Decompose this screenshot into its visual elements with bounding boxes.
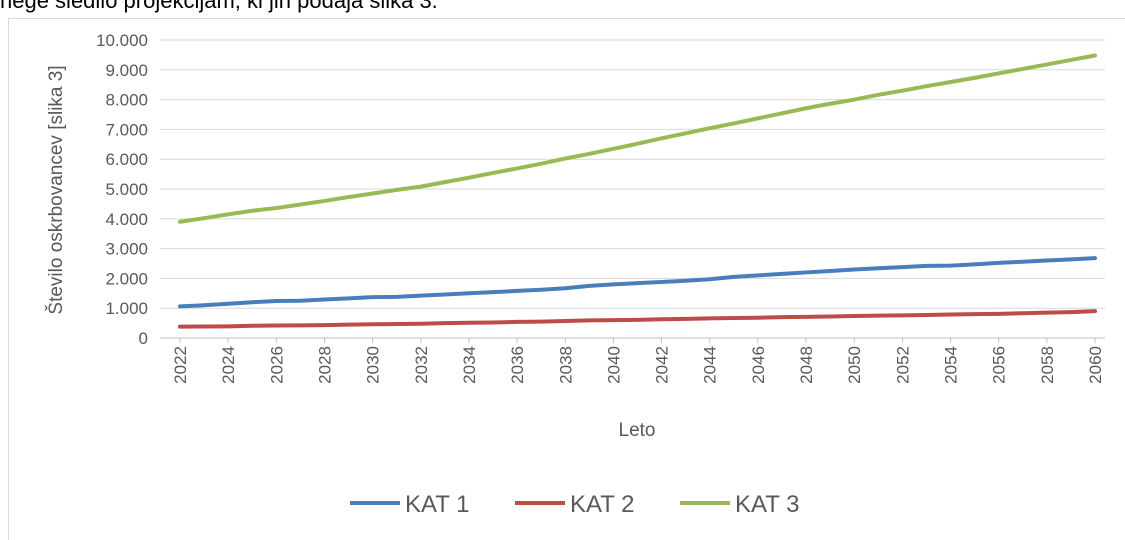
line-series bbox=[178, 256, 1097, 309]
y-tick-label: 2.000 bbox=[105, 269, 148, 288]
x-axis-label: Leto bbox=[619, 420, 656, 441]
chart-frame bbox=[8, 18, 1125, 540]
y-tick-label: 6.000 bbox=[105, 150, 148, 169]
x-tick-label: 2040 bbox=[604, 346, 623, 384]
y-tick-label: 0 bbox=[139, 329, 148, 348]
x-tick-label: 2060 bbox=[1086, 346, 1105, 384]
x-tick-label: 2046 bbox=[749, 346, 768, 384]
x-tick-label: 2034 bbox=[460, 346, 479, 384]
x-tick-label: 2028 bbox=[315, 346, 334, 384]
x-tick-label: 2042 bbox=[653, 346, 672, 384]
legend-label: KAT 3 bbox=[735, 491, 799, 518]
x-tick-label: 2032 bbox=[412, 346, 431, 384]
line-series bbox=[178, 53, 1097, 224]
y-tick-label: 5.000 bbox=[105, 180, 148, 199]
x-tick-label: 2026 bbox=[267, 346, 286, 384]
x-tick-label: 2058 bbox=[1038, 346, 1057, 384]
y-tick-label: 1.000 bbox=[105, 299, 148, 318]
x-tick-label: 2022 bbox=[171, 346, 190, 384]
legend-label: KAT 1 bbox=[405, 491, 469, 518]
x-tick-label: 2056 bbox=[990, 346, 1009, 384]
y-tick-label: 4.000 bbox=[105, 210, 148, 229]
y-tick-label: 7.000 bbox=[105, 120, 148, 139]
y-tick-label: 3.000 bbox=[105, 240, 148, 259]
x-tick-label: 2038 bbox=[556, 346, 575, 384]
x-tick-label: 2044 bbox=[701, 346, 720, 384]
y-tick-label: 9.000 bbox=[105, 61, 148, 80]
x-tick-label: 2030 bbox=[364, 346, 383, 384]
x-tick-label: 2048 bbox=[797, 346, 816, 384]
x-tick-label: 2036 bbox=[508, 346, 527, 384]
line-series bbox=[178, 309, 1097, 329]
y-tick-label: 10.000 bbox=[96, 31, 148, 50]
y-tick-label: 8.000 bbox=[105, 91, 148, 110]
page-text: nege sledilo projekcijam, ki jih podaja … bbox=[0, 0, 438, 13]
legend-label: KAT 2 bbox=[570, 491, 634, 518]
y-axis-label: Število oskrbovancev [slika 3] bbox=[45, 65, 67, 314]
x-tick-label: 2024 bbox=[219, 346, 238, 384]
x-tick-label: 2052 bbox=[893, 346, 912, 384]
x-tick-label: 2054 bbox=[942, 346, 961, 384]
x-tick-label: 2050 bbox=[845, 346, 864, 384]
